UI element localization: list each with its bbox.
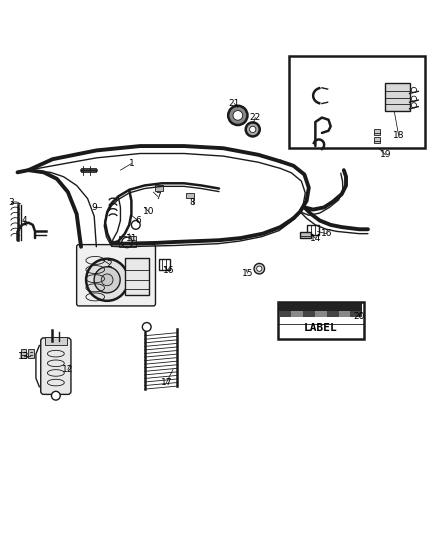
Circle shape xyxy=(246,123,260,136)
Circle shape xyxy=(51,391,60,400)
Bar xyxy=(155,185,163,191)
Text: 8: 8 xyxy=(190,198,196,207)
Bar xyxy=(119,236,126,247)
Text: 17: 17 xyxy=(161,378,172,387)
Bar xyxy=(129,236,136,247)
Bar xyxy=(315,311,327,317)
Bar xyxy=(300,232,311,238)
Circle shape xyxy=(142,322,151,332)
Text: 7: 7 xyxy=(155,192,161,201)
Bar xyxy=(327,311,339,317)
Bar xyxy=(385,83,410,111)
Bar xyxy=(374,129,380,135)
Text: 21: 21 xyxy=(229,99,240,108)
Bar xyxy=(45,337,67,345)
Bar xyxy=(279,303,362,317)
Text: 20: 20 xyxy=(353,312,365,321)
Bar xyxy=(307,225,319,236)
Circle shape xyxy=(254,263,265,274)
Circle shape xyxy=(101,274,113,286)
Text: 1: 1 xyxy=(128,159,134,168)
Text: 6: 6 xyxy=(135,216,141,225)
Circle shape xyxy=(86,259,128,301)
Bar xyxy=(303,311,315,317)
Text: 9: 9 xyxy=(91,203,97,212)
Text: 19: 19 xyxy=(380,150,391,159)
Text: 11: 11 xyxy=(126,233,137,243)
Bar xyxy=(339,311,350,317)
Circle shape xyxy=(250,126,256,133)
Bar xyxy=(159,259,170,270)
Bar xyxy=(350,311,362,317)
Bar xyxy=(125,258,149,295)
Circle shape xyxy=(131,221,140,229)
Bar xyxy=(279,311,291,317)
Text: 12: 12 xyxy=(62,365,74,374)
Text: 16: 16 xyxy=(321,229,332,238)
Text: 2: 2 xyxy=(107,260,112,269)
Bar xyxy=(28,349,34,359)
Bar xyxy=(374,137,380,143)
Text: 13: 13 xyxy=(18,352,30,361)
Bar xyxy=(186,193,194,198)
Bar xyxy=(21,349,26,359)
FancyBboxPatch shape xyxy=(77,245,155,306)
Bar xyxy=(81,168,96,172)
Text: 14: 14 xyxy=(310,233,321,243)
Circle shape xyxy=(233,110,243,120)
Bar xyxy=(289,56,425,148)
Text: 16: 16 xyxy=(163,266,174,276)
Circle shape xyxy=(122,237,132,248)
Circle shape xyxy=(257,266,262,271)
Text: 4: 4 xyxy=(21,216,27,225)
Text: 10: 10 xyxy=(143,207,155,216)
Text: 3: 3 xyxy=(8,198,14,207)
Text: 15: 15 xyxy=(242,269,253,278)
Text: 18: 18 xyxy=(393,131,404,140)
Circle shape xyxy=(94,267,120,293)
Text: LABEL: LABEL xyxy=(304,324,338,333)
Bar xyxy=(278,302,364,339)
Text: 22: 22 xyxy=(250,113,261,122)
Bar xyxy=(291,311,303,317)
Circle shape xyxy=(228,106,247,125)
FancyBboxPatch shape xyxy=(41,338,71,394)
